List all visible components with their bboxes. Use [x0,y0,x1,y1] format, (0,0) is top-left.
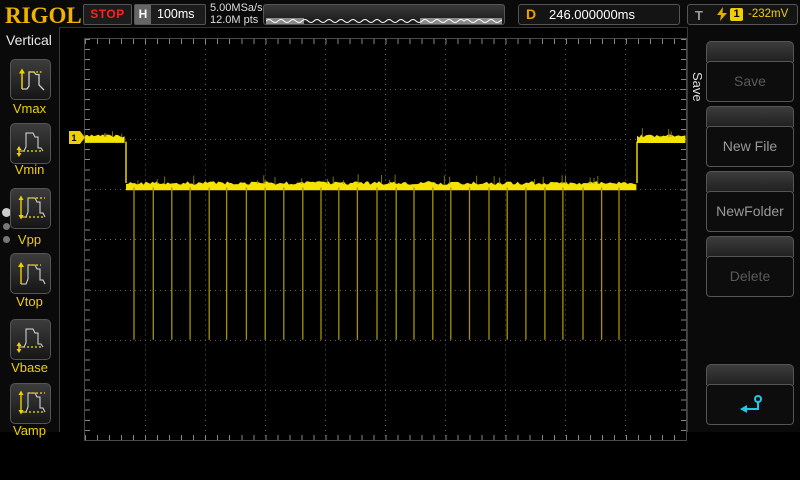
svg-text:1: 1 [71,133,76,143]
